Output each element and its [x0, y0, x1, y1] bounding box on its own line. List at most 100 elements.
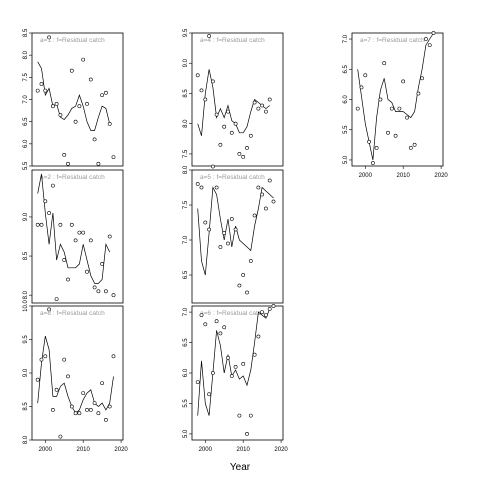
data-point: [199, 313, 204, 318]
panel-title: a=2 : f=Residual catch: [40, 174, 105, 181]
data-point: [39, 82, 44, 86]
y-tick-label: 7.0: [23, 95, 29, 104]
data-point: [85, 102, 89, 106]
panel-title: a=4 : f=Residual catch: [200, 37, 265, 44]
y-tick-label: 5.5: [23, 161, 29, 170]
x-tick-label: 2010: [77, 447, 91, 453]
data-point: [73, 238, 78, 243]
data-point: [85, 269, 89, 274]
data-point: [359, 85, 364, 90]
x-tick-label: 2000: [199, 447, 213, 453]
data-point: [241, 154, 246, 159]
fitted-line: [37, 173, 111, 284]
data-point: [73, 411, 78, 416]
data-point: [248, 133, 253, 138]
data-point: [416, 91, 421, 96]
fitted-line: [357, 32, 434, 161]
panel-4: a=2 : f=Residual catch 8.0 8.5 9.0: [23, 169, 124, 304]
data-point: [412, 142, 417, 147]
panel-title: a=5 : f=Residual catch: [200, 174, 265, 181]
panel-frame: [31, 169, 124, 304]
data-point: [73, 119, 78, 124]
data-point: [66, 277, 70, 282]
y-tick-label: 8.0: [23, 435, 29, 444]
data-point: [54, 387, 59, 392]
data-point: [69, 68, 74, 73]
y-tick-label: 5.5: [183, 399, 189, 408]
data-point: [203, 322, 208, 327]
y-tick-label: 9.5: [183, 28, 189, 37]
data-point: [77, 411, 82, 416]
y-tick-label: 8.0: [23, 50, 29, 59]
data-point: [252, 352, 257, 357]
panels: a=1 : f=Residual catch 5.5 6.0 6.5 7.0 7.5 8.0…: [23, 28, 448, 453]
data-point: [237, 151, 242, 156]
data-point: [111, 354, 116, 359]
panel-title: a=6 : f=Residual catch: [200, 310, 265, 317]
x-tick-label: 2020: [274, 447, 288, 453]
panel-frame: [191, 32, 284, 167]
data-point: [405, 115, 409, 120]
data-point: [267, 97, 272, 102]
data-point: [62, 357, 67, 362]
y-tick-label: 9.0: [23, 212, 29, 221]
data-point: [367, 139, 372, 144]
data-point: [252, 100, 257, 105]
panel-title: a=1 : f=Residual catch: [40, 37, 105, 44]
data-point: [233, 364, 238, 369]
data-point: [58, 434, 63, 439]
data-point: [107, 234, 112, 239]
panel-frame: [351, 32, 444, 167]
y-tick-label: 6.0: [183, 368, 189, 377]
data-point: [370, 161, 375, 165]
data-point: [263, 313, 268, 318]
data-point: [267, 178, 272, 183]
data-point: [88, 238, 93, 243]
data-point: [35, 88, 40, 93]
data-point: [54, 102, 59, 106]
data-point: [222, 124, 227, 129]
data-point: [210, 164, 215, 169]
data-point: [222, 231, 227, 235]
data-point: [199, 185, 204, 190]
data-point: [43, 88, 48, 93]
data-point: [382, 61, 387, 66]
y-tick-label: 8.5: [23, 28, 29, 37]
data-point: [210, 79, 215, 84]
panel-frame: [31, 32, 124, 167]
data-point: [104, 417, 108, 422]
data-point: [107, 122, 112, 126]
data-point: [195, 73, 200, 78]
data-point: [252, 213, 257, 218]
data-point: [199, 88, 204, 93]
data-point: [92, 137, 97, 142]
data-point: [39, 222, 44, 227]
data-point: [35, 377, 40, 382]
data-point: [107, 404, 112, 409]
data-point: [263, 109, 268, 114]
data-point: [104, 289, 108, 294]
panel-7: a=6 : f=Residual catch 5.0 5.5 6.0 6.5 7.0 200…: [183, 304, 288, 453]
y-tick-label: 7.5: [23, 73, 29, 82]
data-point: [43, 354, 48, 359]
data-point: [85, 407, 89, 412]
data-point: [66, 161, 70, 166]
data-point: [35, 222, 40, 227]
y-tick-label: 7.5: [183, 200, 189, 209]
data-point: [96, 161, 101, 166]
y-tick-label: 7.0: [183, 307, 189, 316]
data-point: [271, 304, 276, 308]
data-point: [245, 145, 249, 150]
y-tick-label: 8.0: [183, 165, 189, 174]
data-point: [229, 217, 234, 221]
y-tick-label: 6.0: [343, 95, 349, 104]
data-point: [77, 104, 82, 109]
data-point: [355, 106, 360, 111]
y-tick-label: 8.0: [23, 290, 29, 299]
y-tick-label: 8.5: [23, 402, 29, 411]
panel-frame: [31, 305, 124, 441]
data-point: [263, 206, 268, 211]
data-point: [62, 258, 67, 262]
data-point: [214, 112, 219, 117]
data-point: [386, 130, 390, 135]
